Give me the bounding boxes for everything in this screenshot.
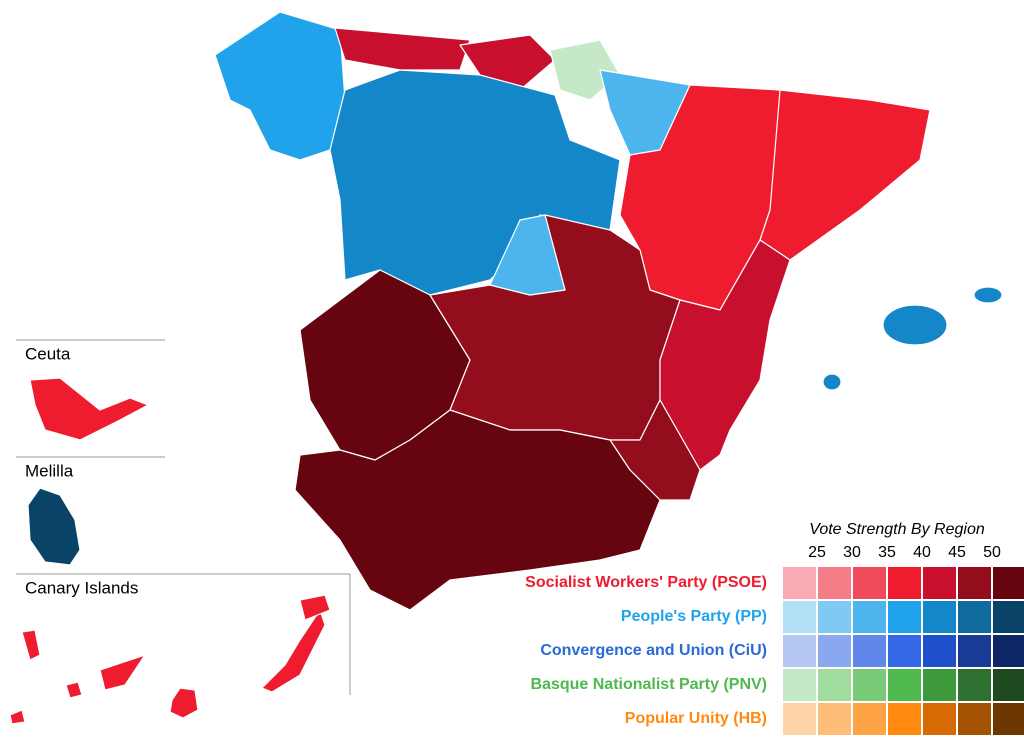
swatch (783, 601, 816, 633)
region (27, 487, 81, 566)
regions (9, 11, 1003, 725)
region (29, 377, 149, 441)
swatch (853, 601, 886, 633)
region (21, 629, 41, 661)
region (214, 11, 346, 161)
swatch (888, 635, 921, 667)
swatch (783, 669, 816, 701)
swatch (958, 635, 991, 667)
party-label: Socialist Workers' Party (PSOE) (525, 574, 767, 591)
region (659, 239, 791, 471)
swatch (958, 703, 991, 735)
region (334, 27, 471, 71)
swatch (958, 567, 991, 599)
region (299, 594, 331, 621)
swatch (993, 567, 1024, 599)
swatch (958, 601, 991, 633)
swatch (923, 567, 956, 599)
swatch (888, 567, 921, 599)
swatch (783, 703, 816, 735)
swatch (993, 669, 1024, 701)
swatch (923, 635, 956, 667)
swatch (888, 601, 921, 633)
swatch (853, 567, 886, 599)
swatch (993, 635, 1024, 667)
region (759, 89, 931, 261)
swatch (818, 669, 851, 701)
swatch (993, 601, 1024, 633)
party-label: Popular Unity (HB) (625, 710, 767, 727)
party-label: Basque Nationalist Party (PNV) (531, 676, 768, 693)
swatch (923, 601, 956, 633)
region (65, 681, 83, 699)
swatch (958, 669, 991, 701)
legend-title: Vote Strength By Region (809, 521, 985, 538)
swatch (923, 669, 956, 701)
scale-label: 25 (808, 544, 826, 561)
inset-label: Ceuta (25, 344, 71, 363)
region (882, 304, 948, 346)
swatch (783, 635, 816, 667)
scale-label: 50 (983, 544, 1001, 561)
swatch (993, 703, 1024, 735)
party-label: Convergence and Union (CiU) (540, 642, 767, 659)
swatch (818, 567, 851, 599)
swatch (818, 601, 851, 633)
swatch (818, 703, 851, 735)
swatch (853, 669, 886, 701)
swatch (888, 669, 921, 701)
region (9, 709, 26, 725)
scale-label: 35 (878, 544, 896, 561)
party-label: People's Party (PP) (621, 608, 767, 625)
swatch (853, 703, 886, 735)
region (294, 409, 661, 611)
region (822, 373, 842, 391)
swatch (783, 567, 816, 599)
region (489, 214, 566, 296)
scale-label: 40 (913, 544, 931, 561)
inset-label: Canary Islands (25, 578, 138, 597)
swatch (888, 703, 921, 735)
region (261, 609, 326, 693)
swatch (818, 635, 851, 667)
swatch (923, 703, 956, 735)
region (169, 687, 199, 719)
region (99, 654, 146, 691)
scale-label: 30 (843, 544, 861, 561)
scale-label: 45 (948, 544, 966, 561)
inset-label: Melilla (25, 461, 74, 480)
region (973, 286, 1003, 304)
swatch (853, 635, 886, 667)
